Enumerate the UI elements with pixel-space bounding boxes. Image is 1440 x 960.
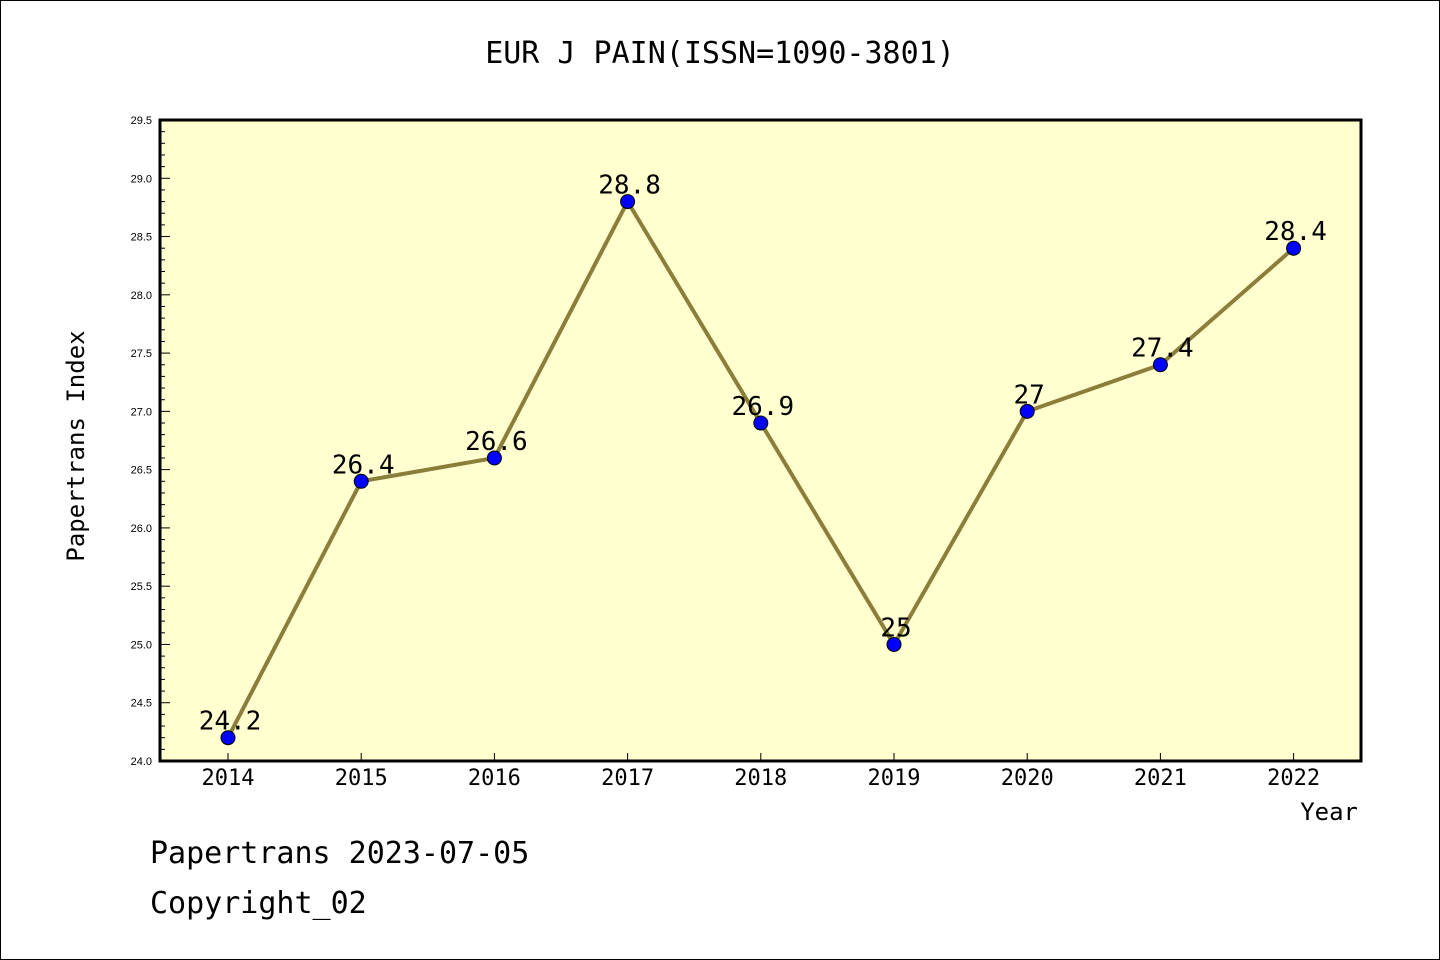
- x-tick-label: 2020: [1001, 766, 1054, 791]
- data-label: 28.8: [598, 171, 661, 201]
- x-axis-label: Year: [1300, 798, 1358, 826]
- x-tick-label: 2022: [1267, 766, 1320, 791]
- y-tick-label: 25.5: [131, 581, 152, 593]
- data-point: [486, 450, 502, 466]
- plot-area: [160, 120, 1361, 761]
- footer-copyright: Copyright_02: [150, 886, 367, 921]
- y-tick-label: 28.0: [131, 290, 152, 302]
- y-tick-label: 28.5: [131, 232, 152, 244]
- x-tick-label: 2017: [601, 766, 654, 791]
- x-tick-label: 2015: [335, 766, 388, 791]
- data-point: [1019, 403, 1035, 419]
- data-point: [1152, 357, 1168, 373]
- data-label: 24.2: [199, 707, 262, 737]
- data-label: 26.6: [465, 427, 528, 457]
- data-label: 26.4: [332, 450, 395, 480]
- data-point: [886, 636, 902, 652]
- y-tick-label: 29.0: [131, 173, 152, 185]
- x-axis: 2014 2015 2016 2017 2018 2019 2020 2021 2022: [202, 753, 1320, 791]
- data-point: [353, 473, 369, 489]
- data-point: [1286, 240, 1302, 256]
- x-tick-label: 2021: [1134, 766, 1187, 791]
- data-point: [753, 415, 769, 431]
- y-tick-label: 24.5: [131, 698, 152, 710]
- y-tick-label: 27.5: [131, 348, 152, 360]
- data-points: [220, 194, 1302, 746]
- x-tick-label: 2019: [868, 766, 921, 791]
- x-tick-label: 2016: [468, 766, 521, 791]
- data-labels: 24.2 26.4 26.6 28.8 26.9 25 27 27.4 28.4: [199, 171, 1327, 737]
- data-point: [620, 194, 636, 210]
- y-tick-label: 26.0: [131, 523, 152, 535]
- data-label: 27.4: [1131, 334, 1194, 364]
- data-point: [220, 730, 236, 746]
- y-tick-label: 26.5: [131, 465, 152, 477]
- x-tick-label: 2018: [734, 766, 787, 791]
- y-tick-label: 27.0: [131, 406, 152, 418]
- footer-date: Papertrans 2023-07-05: [150, 836, 530, 871]
- data-label: 27: [1014, 380, 1045, 410]
- x-tick-label: 2014: [202, 766, 255, 791]
- data-label: 28.4: [1264, 217, 1327, 247]
- y-tick-label: 24.0: [131, 756, 152, 768]
- plot-border: [158, 118, 1363, 763]
- y-tick-label: 29.5: [131, 115, 152, 127]
- data-label: 26.9: [731, 392, 794, 422]
- y-tick-label: 25.0: [131, 639, 152, 651]
- chart-title: EUR J PAIN(ISSN=1090-3801): [485, 36, 955, 71]
- data-label: 25: [880, 613, 911, 643]
